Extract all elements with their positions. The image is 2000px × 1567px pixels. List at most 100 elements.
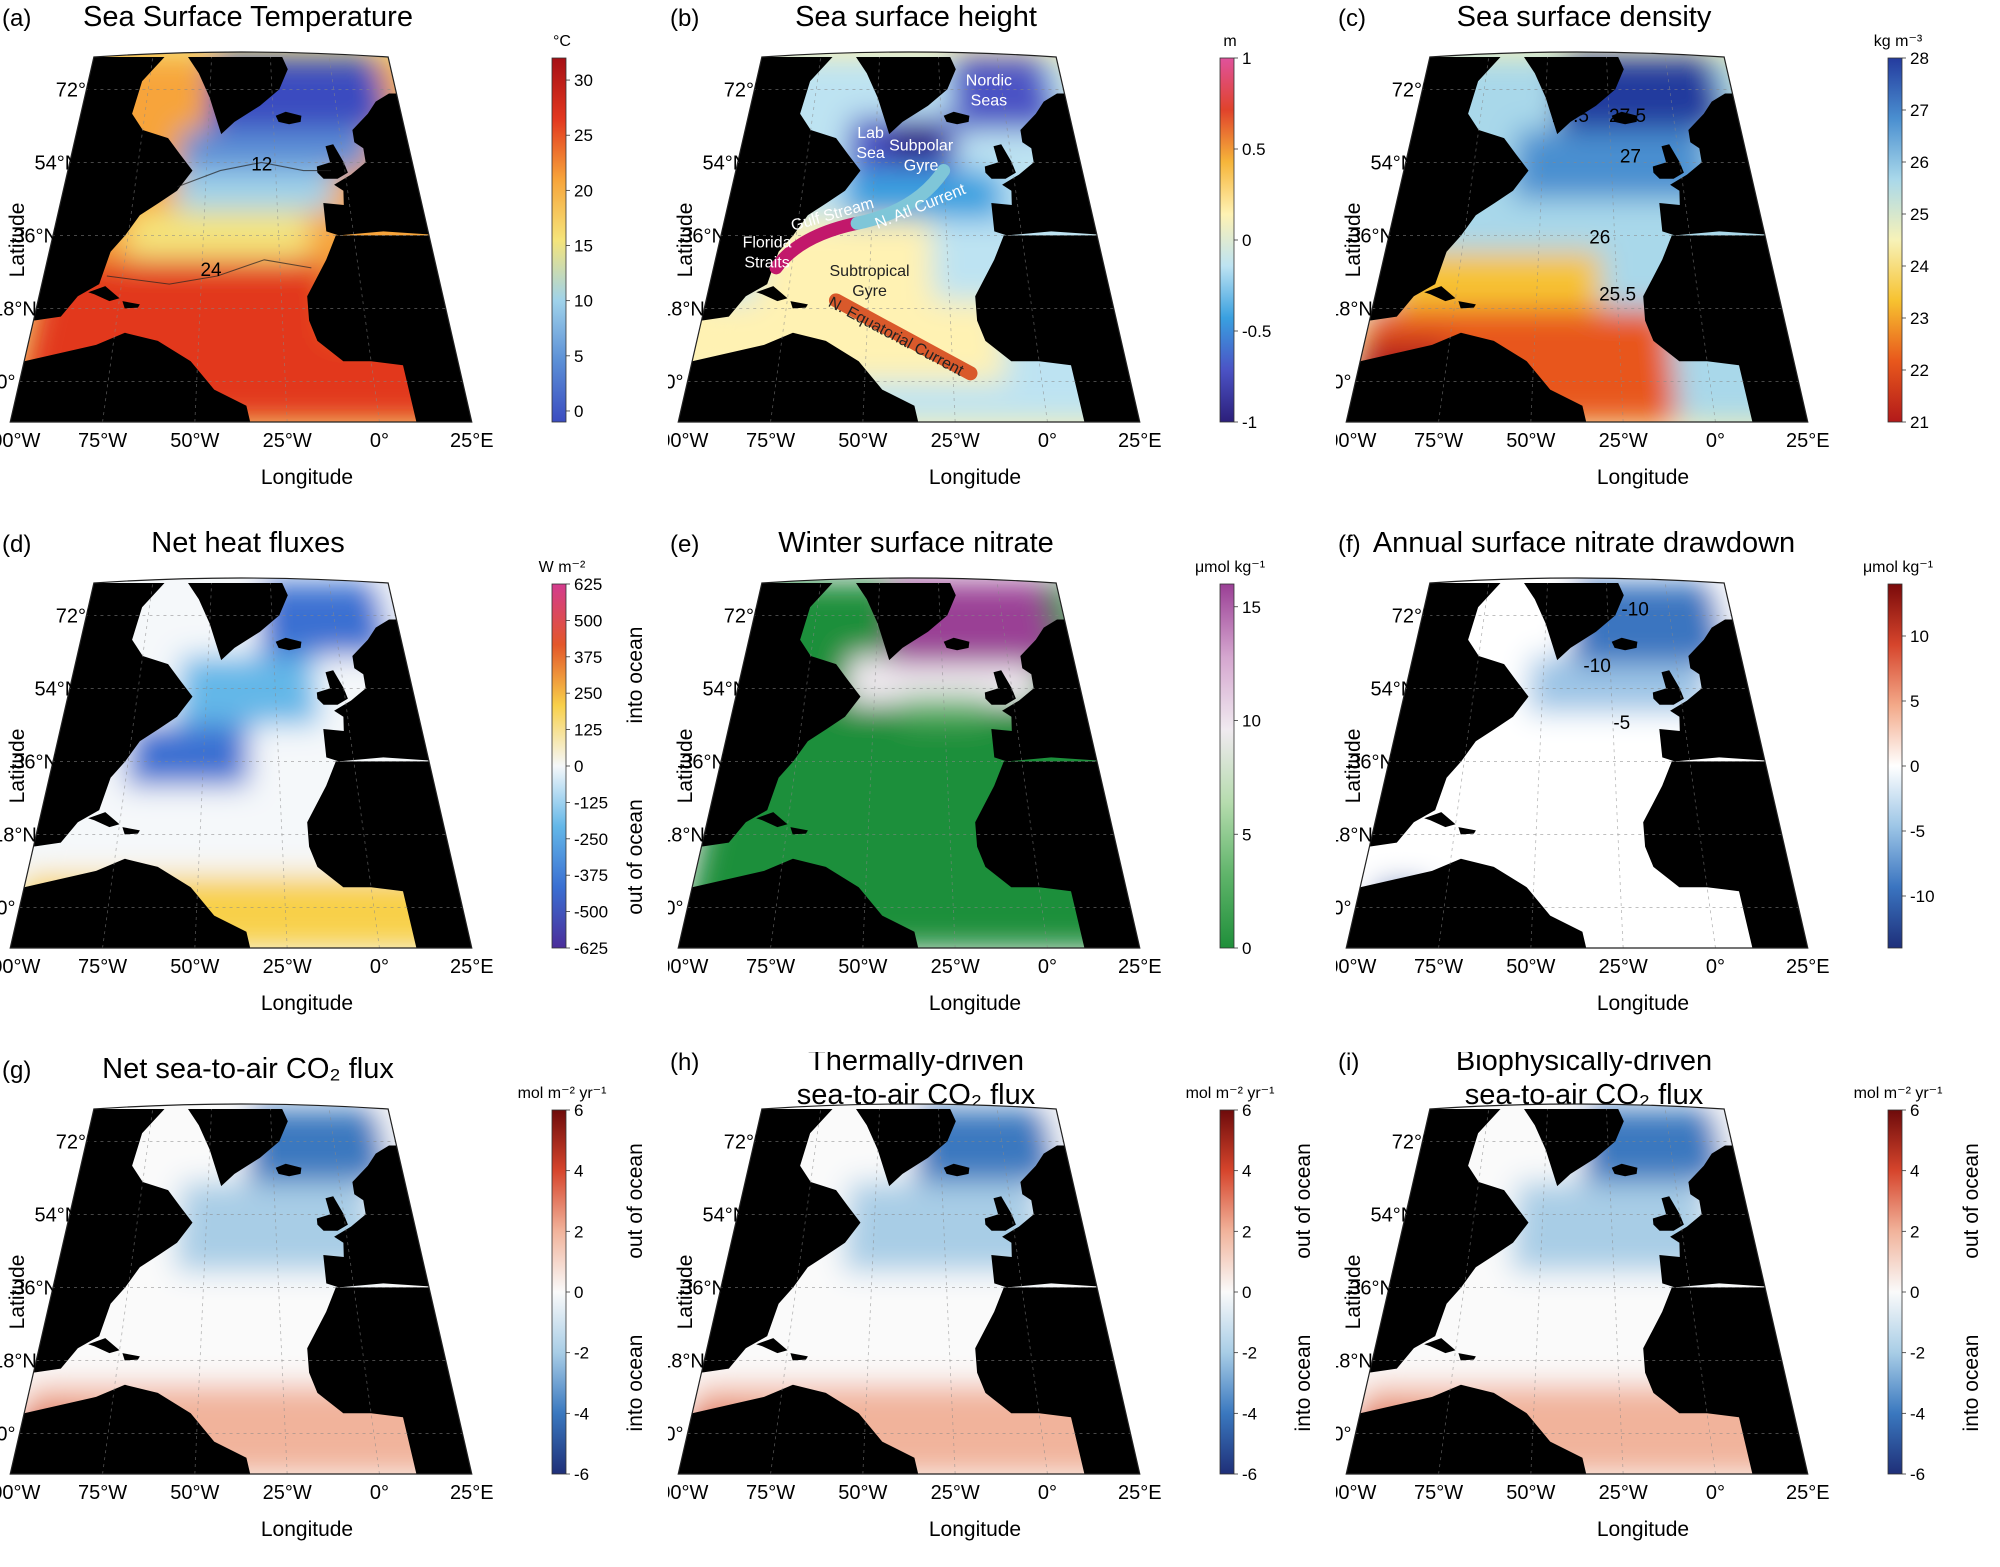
graticule (1355, 582, 1799, 948)
side-label-lower: into ocean (624, 1335, 647, 1432)
latitude-tick-label: 0° (0, 371, 16, 393)
colorbar (1887, 57, 1903, 423)
latitude-tick-label: 72°N (56, 1131, 101, 1153)
longitude-tick-label: 75°W (746, 430, 795, 452)
iceland-land (275, 637, 302, 651)
iceland-land (275, 111, 302, 125)
longitude-tick-label: 0° (370, 430, 389, 452)
annotation-label: Subpolar Gyre (889, 137, 954, 174)
longitude-tick-label: 25°E (1118, 956, 1162, 978)
contour-label: -10 (1621, 599, 1648, 620)
latitude-tick-label: 18°N (1336, 824, 1373, 846)
cuba-land (756, 812, 788, 828)
north-america-land (701, 583, 861, 847)
colorbar-tick-label: 5 (1910, 692, 1919, 711)
iceland-land (275, 1163, 302, 1177)
longitude-tick-label: 25°E (1786, 430, 1830, 452)
x-axis-label: Longitude (261, 1518, 353, 1541)
iceland-land (943, 637, 970, 651)
colorbar-unit: μmol kg⁻¹ (1863, 559, 1933, 576)
panel-tag: (c) (1338, 5, 1366, 32)
graticule (19, 582, 463, 948)
colorbar-tick-label: -6 (1242, 1465, 1257, 1484)
longitude-tick-label: 25°E (1786, 956, 1830, 978)
greenland-land (1524, 1109, 1624, 1187)
longitude-tick-label: 100°W (668, 956, 708, 978)
longitude-tick-label: 75°W (1414, 1482, 1463, 1504)
longitude-tick-label: 25°W (1599, 956, 1648, 978)
longitude-tick-label: 50°W (1506, 956, 1555, 978)
longitude-tick-label: 25°W (263, 430, 312, 452)
panel-title-line: Winter surface nitrate (778, 527, 1054, 559)
map-frame (1345, 1103, 1809, 1475)
colorbar-tick-label: 25 (574, 126, 593, 145)
colorbar-tick-label: -4 (1242, 1404, 1257, 1423)
latitude-tick-label: 54°N (703, 1204, 748, 1226)
colorbar-tick-label: -2 (1910, 1344, 1925, 1363)
north-america-land (701, 57, 861, 321)
longitude-tick-label: 75°W (1414, 430, 1463, 452)
longitude-tick-label: 25°W (931, 430, 980, 452)
x-axis-label: Longitude (929, 1518, 1021, 1541)
colorbar-tick-label: 0 (1910, 1283, 1919, 1302)
longitude-tick-label: 75°W (746, 956, 795, 978)
longitude-tick-label: 0° (370, 1482, 389, 1504)
land-masses (10, 57, 472, 422)
y-axis-label: Latitude (6, 1255, 29, 1330)
colorbar-unit: m (1223, 33, 1236, 50)
colorbar (1219, 1109, 1235, 1475)
colorbar-tick-label: -10 (1910, 887, 1935, 906)
cuba-land (1424, 812, 1456, 828)
colorbar-ticks: 30 25 20 15 10 5 0 (566, 71, 593, 421)
y-axis-label: Latitude (1342, 729, 1365, 804)
annotation-text: Florida (743, 235, 792, 252)
colorbar-tick-label: 26 (1910, 153, 1929, 172)
panel-title-line: Sea Surface Temperature (83, 1, 413, 33)
latitude-tick-label: 54°N (35, 678, 80, 700)
colorbar (551, 1109, 567, 1475)
panel-title: Sea surface density (1457, 1, 1712, 33)
cuba-land (756, 1338, 788, 1354)
longitude-tick-label: 75°W (746, 1482, 795, 1504)
y-axis-label: Latitude (1342, 1255, 1365, 1330)
colorbar-tick-label: 0 (574, 402, 583, 421)
longitude-tick-label: 100°W (668, 1482, 708, 1504)
colorbar-ticks: 1 0.5 0 -0.5 -1 (1234, 49, 1271, 432)
latitude-tick-label: 36°N (681, 1277, 726, 1299)
contour-labels: 27.5 27.5 27 26 25.5 (1552, 106, 1646, 305)
colorbar-tick-label: 2 (574, 1222, 583, 1241)
colorbar-tick-label: 30 (574, 71, 593, 90)
hispaniola-land (1458, 1353, 1476, 1361)
annotation-text: Sea (856, 145, 885, 162)
cuba-land (756, 286, 788, 302)
latitude-tick-label: 18°N (1336, 298, 1373, 320)
latitude-tick-label: 72°N (724, 1131, 769, 1153)
colorbar-tick-label: 10 (1242, 712, 1261, 731)
greenland-land (856, 57, 956, 135)
british-isles-land (984, 1196, 1016, 1231)
contour-label: 27.5 (1552, 106, 1589, 127)
south-america-land (1346, 332, 1587, 422)
graticule (1355, 1108, 1799, 1474)
panel-title-line: Sea surface density (1457, 1, 1712, 33)
annotation-text: Subtropical (830, 263, 910, 280)
south-america-land (1346, 1384, 1587, 1474)
hispaniola-land (1458, 827, 1476, 835)
hispaniola-land (790, 301, 808, 309)
annotation-text: Subpolar (889, 137, 954, 154)
latitude-tick-label: 36°N (1349, 1277, 1394, 1299)
contour-label: 27 (1620, 146, 1641, 167)
side-label-upper: out of ocean (1292, 1143, 1315, 1259)
colorbar (1887, 1109, 1903, 1475)
latitude-tick-label: 36°N (681, 225, 726, 247)
longitude-tick-label: 25°W (263, 1482, 312, 1504)
colorbar-tick-label: 4 (574, 1162, 583, 1181)
north-america-land (1369, 1109, 1529, 1373)
longitude-tick-label: 25°W (263, 956, 312, 978)
ocean-field (1346, 1104, 1808, 1474)
side-label-lower: into ocean (1292, 1335, 1315, 1432)
colorbar-ticks: 625 500 375 250 125 0 -125 -250 -375 -500 -625 (566, 575, 608, 958)
latitude-tick-label: 0° (1336, 1423, 1352, 1445)
latitude-tick-label: 72°N (724, 605, 769, 627)
